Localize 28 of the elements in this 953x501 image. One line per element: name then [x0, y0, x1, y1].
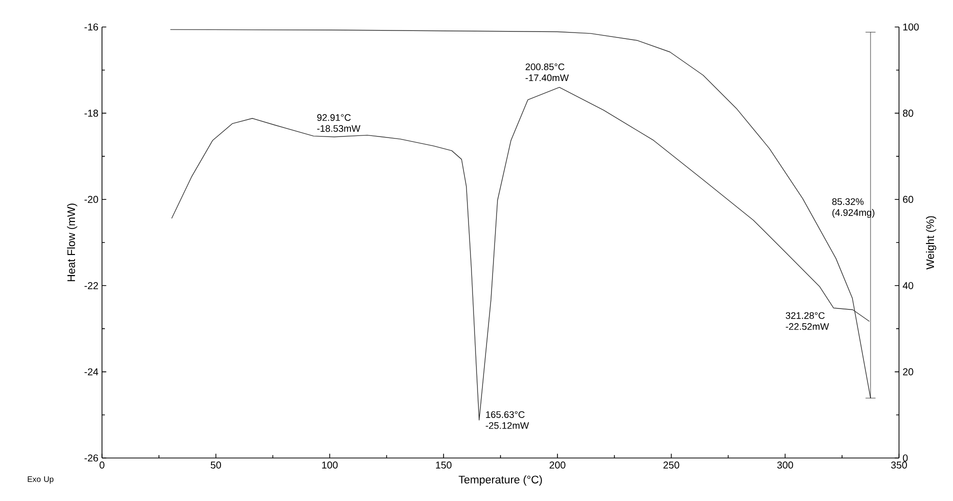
y2-axis-title: Weight (%)	[926, 216, 936, 270]
annotation: 200.85°C -17.40mW	[526, 63, 569, 82]
y-tick-label: -22	[84, 282, 98, 290]
y2-tick-label: 0	[902, 454, 908, 462]
x-tick-label: 300	[777, 462, 794, 469]
annotation: 165.63°C -25.12mW	[486, 411, 529, 429]
x-tick-label: 100	[322, 462, 338, 469]
x-tick-label: 50	[210, 462, 222, 469]
y-tick-label: -24	[84, 368, 98, 376]
x-tick-label: 0	[100, 462, 104, 469]
y-tick-label: -18	[84, 110, 98, 117]
y2-tick-label: 100	[903, 23, 919, 31]
x-tick-label: 200	[550, 462, 566, 469]
y2-tick-label: 80	[902, 110, 914, 117]
annotation: 321.28°C -22.52mW	[786, 312, 830, 330]
x-tick-label: 350	[891, 462, 907, 469]
y2-tick-label: 60	[903, 196, 914, 203]
x-tick-label: 250	[663, 462, 680, 469]
y-axis-title: Heat Flow (mW)	[67, 204, 78, 282]
y-tick-label: -26	[84, 454, 98, 462]
x-tick-label: 150	[436, 462, 452, 469]
y-tick-label: -20	[84, 196, 98, 203]
y2-tick-label: 20	[903, 368, 914, 376]
x-axis-title: Temperature (°C)	[458, 475, 542, 486]
y-tick-label: -16	[84, 23, 98, 31]
annotation: 85.32% (4.924mg)	[832, 198, 874, 218]
y2-tick-label: 40	[902, 282, 914, 290]
annotation: 92.91°C -18.53mW	[317, 114, 360, 132]
